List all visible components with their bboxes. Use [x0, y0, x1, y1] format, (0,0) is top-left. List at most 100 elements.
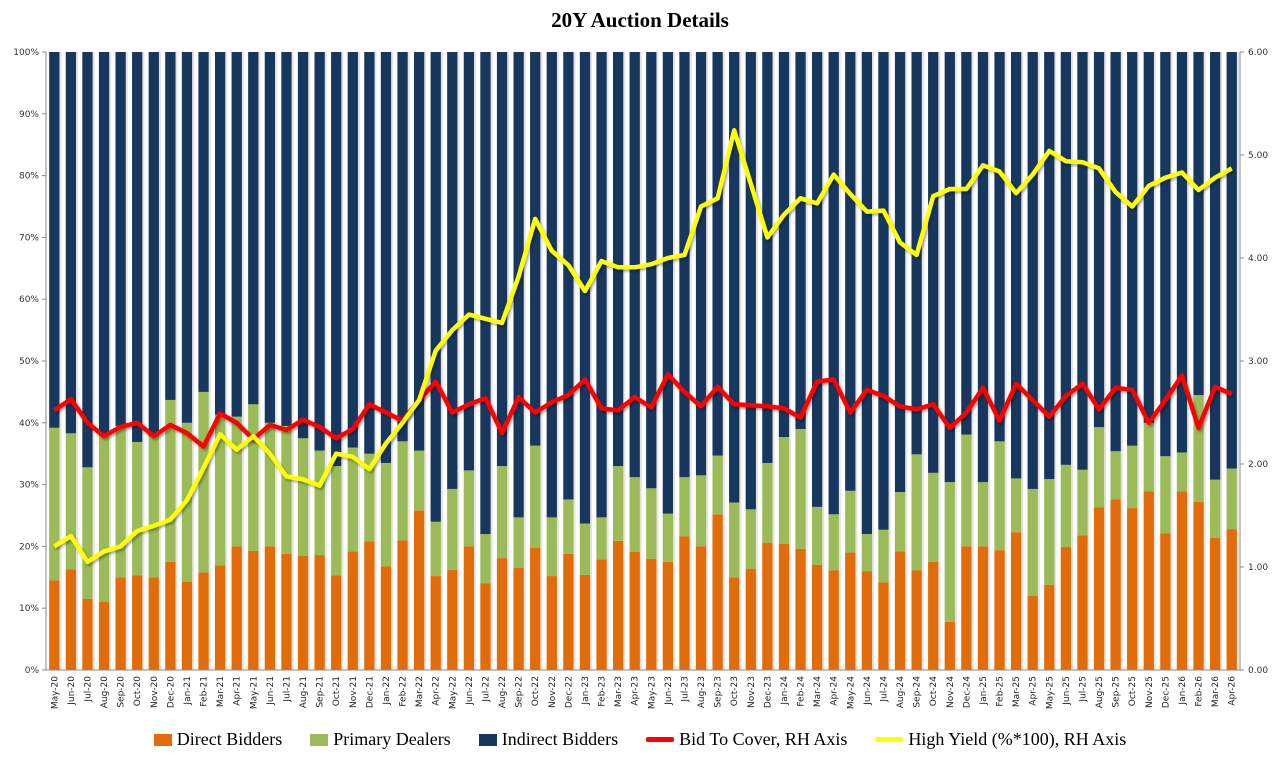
x-tick-label: Jul-20 — [83, 676, 93, 703]
bar-primary-dealers — [662, 513, 674, 562]
bar-primary-dealers — [281, 425, 292, 554]
bar-primary-dealers — [496, 466, 508, 559]
x-tick-label: Jan-22 — [382, 676, 392, 706]
x-tick-label: Sep-20 — [117, 676, 127, 708]
bar-primary-dealers — [679, 477, 690, 537]
bar-primary-dealers — [596, 517, 607, 560]
bar-primary-dealers — [612, 466, 624, 541]
bar-primary-dealers — [745, 509, 756, 569]
bar-primary-dealers — [845, 490, 856, 553]
bar-indirect-bidders — [430, 52, 441, 522]
bar-direct-bidders — [1060, 547, 1072, 670]
bar-direct-bidders — [878, 582, 889, 670]
bar-direct-bidders — [513, 568, 524, 670]
bar-direct-bidders — [463, 546, 475, 670]
bar-indirect-bidders — [845, 52, 856, 491]
x-tick-label: Oct-23 — [730, 676, 740, 706]
x-tick-label: Aug-23 — [697, 676, 707, 708]
bar-direct-bidders — [364, 541, 375, 670]
x-tick-label: Nov-23 — [747, 676, 757, 708]
bar-direct-bidders — [944, 621, 955, 670]
x-tick-label: Feb-25 — [996, 676, 1006, 707]
x-tick-label: Feb-24 — [797, 676, 807, 707]
bar-indirect-bidders — [1176, 52, 1188, 453]
bar-indirect-bidders — [65, 52, 77, 434]
bar-indirect-bidders — [729, 52, 740, 503]
bar-direct-bidders — [911, 570, 922, 670]
legend-line-red — [646, 737, 675, 742]
bar-primary-dealers — [1143, 422, 1154, 492]
bar-direct-bidders — [397, 540, 408, 670]
bar-indirect-bidders — [314, 52, 325, 451]
x-tick-label: Jul-23 — [680, 676, 690, 703]
right-tick-label: 4.00 — [1248, 254, 1268, 264]
x-tick-label: Jun-24 — [863, 676, 873, 706]
bar-primary-dealers — [430, 521, 441, 577]
bar-direct-bidders — [248, 550, 259, 670]
bar-primary-dealers — [944, 482, 955, 622]
bar-primary-dealers — [364, 453, 375, 542]
bar-direct-bidders — [1160, 533, 1171, 670]
left-tick-label: 60% — [19, 295, 39, 305]
bar-primary-dealers — [165, 399, 176, 562]
right-tick-label: 3.00 — [1248, 357, 1268, 367]
bar-indirect-bidders — [646, 52, 657, 489]
bar-primary-dealers — [911, 454, 922, 571]
bar-direct-bidders — [148, 577, 159, 670]
bar-primary-dealers — [1044, 479, 1055, 585]
x-tick-label: Apr-24 — [830, 676, 840, 706]
bar-indirect-bidders — [447, 52, 458, 489]
x-tick-label: Jul-21 — [282, 676, 292, 703]
bar-primary-dealers — [65, 433, 77, 570]
bar-indirect-bidders — [695, 52, 707, 476]
bar-direct-bidders — [214, 565, 226, 670]
bar-direct-bidders — [331, 575, 342, 670]
bar-direct-bidders — [695, 546, 707, 670]
legend-item-indirect-bidders: Indirect Bidders — [478, 729, 618, 750]
x-tick-label: Dec-20 — [166, 676, 176, 708]
bar-indirect-bidders — [231, 52, 242, 417]
bar-primary-dealers — [297, 438, 309, 556]
x-tick-label: Jun-20 — [67, 676, 77, 706]
bar-indirect-bidders — [1077, 52, 1088, 470]
bar-direct-bidders — [1226, 529, 1237, 670]
bar-direct-bidders — [928, 561, 939, 670]
bar-indirect-bidders — [563, 52, 574, 500]
bar-primary-dealers — [878, 529, 889, 583]
bar-indirect-bidders — [165, 52, 176, 400]
bar-indirect-bidders — [513, 52, 524, 518]
bar-direct-bidders — [264, 546, 276, 670]
bar-primary-dealers — [961, 434, 972, 547]
bar-direct-bidders — [662, 561, 674, 670]
bar-direct-bidders — [496, 558, 508, 670]
bar-indirect-bidders — [977, 52, 989, 483]
x-tick-label: Jul-22 — [481, 676, 491, 703]
bar-primary-dealers — [629, 477, 640, 552]
bar-indirect-bidders — [331, 52, 342, 467]
bar-indirect-bidders — [1143, 52, 1154, 423]
x-tick-label: May-25 — [1045, 676, 1055, 709]
bar-direct-bidders — [1209, 537, 1221, 670]
legend-label: Direct Bidders — [176, 729, 283, 749]
x-tick-label: Feb-22 — [399, 676, 409, 707]
bar-primary-dealers — [1209, 479, 1221, 538]
bar-indirect-bidders — [49, 52, 60, 428]
x-tick-label: Aug-21 — [299, 676, 309, 708]
legend-swatch-primary — [310, 733, 329, 746]
bar-indirect-bidders — [82, 52, 93, 468]
x-tick-label: Sep-23 — [714, 676, 724, 708]
bar-direct-bidders — [729, 577, 740, 670]
left-tick-label: 80% — [19, 172, 39, 182]
bar-direct-bidders — [861, 571, 873, 670]
bar-primary-dealers — [861, 534, 873, 572]
bar-indirect-bidders — [281, 52, 292, 426]
bar-indirect-bidders — [745, 52, 756, 510]
bar-primary-dealers — [331, 466, 342, 576]
left-tick-label: 90% — [19, 110, 39, 120]
left-tick-label: 0% — [25, 666, 40, 676]
bar-direct-bidders — [297, 555, 309, 670]
bar-indirect-bidders — [98, 52, 110, 436]
bar-primary-dealers — [248, 404, 259, 551]
x-tick-label: Oct-24 — [929, 676, 939, 707]
line-high-yield-rh-axis — [53, 128, 1233, 565]
